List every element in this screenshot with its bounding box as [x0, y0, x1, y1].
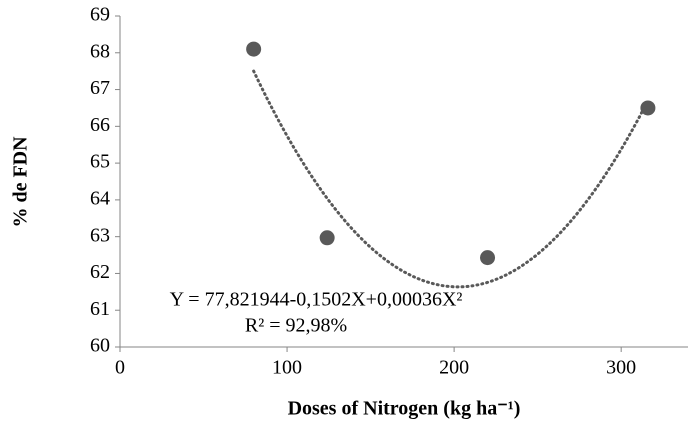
y-tick-label: 68 [90, 40, 110, 62]
trendline [252, 69, 650, 289]
y-axis-label: % de FDN [10, 136, 32, 228]
r-squared: R² = 92,98% [245, 315, 347, 337]
y-tick-label: 65 [90, 151, 110, 173]
y-tick-label: 60 [90, 335, 110, 357]
x-axis-label: Doses of Nitrogen (kg ha⁻¹) [288, 398, 521, 420]
y-tick-label: 61 [90, 298, 110, 320]
y-tick-label: 63 [90, 224, 110, 246]
equation: Y = 77,821944-0,1502X+0,00036X² [170, 289, 463, 311]
point [640, 100, 656, 116]
x-tick-label: 300 [606, 357, 636, 379]
y-tick-label: 64 [90, 187, 110, 209]
x-tick-label: 200 [439, 357, 469, 379]
point [480, 250, 496, 266]
point [319, 230, 335, 246]
point [246, 41, 262, 57]
y-tick-label: 66 [90, 114, 110, 136]
x-tick-label: 0 [115, 357, 125, 379]
y-tick-label: 67 [90, 77, 110, 99]
x-tick-label: 100 [272, 357, 302, 379]
y-tick-label: 62 [90, 261, 110, 283]
y-tick-label: 69 [90, 4, 110, 26]
